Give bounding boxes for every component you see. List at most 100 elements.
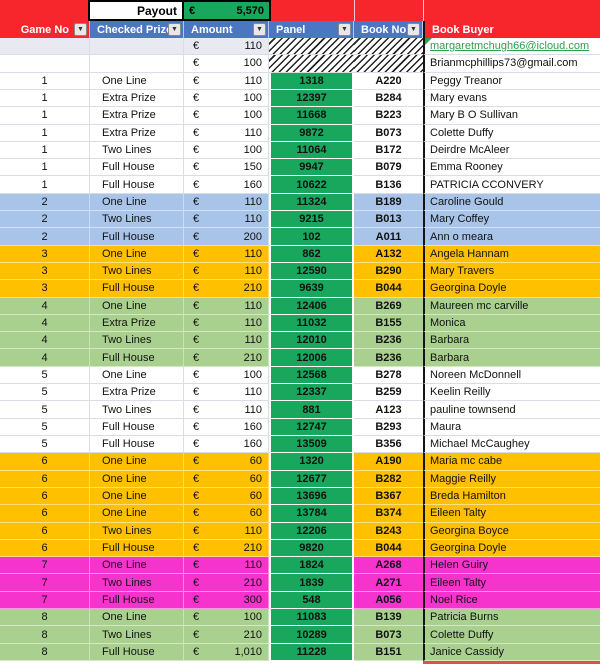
- cell-game-no[interactable]: 5: [0, 366, 90, 385]
- cell-amount[interactable]: €110: [184, 522, 269, 540]
- cell-panel[interactable]: 1839: [269, 574, 354, 592]
- cell-panel[interactable]: 12337: [269, 384, 354, 402]
- cell-amount[interactable]: €160: [184, 418, 269, 437]
- cell-amount[interactable]: €110: [184, 332, 269, 350]
- cell-amount[interactable]: €210: [184, 626, 269, 644]
- filter-button-checked-prize[interactable]: ▼: [168, 23, 181, 36]
- cell-panel[interactable]: 11064: [269, 141, 354, 160]
- cell-amount[interactable]: €110: [184, 557, 269, 575]
- cell-game-no[interactable]: 1: [0, 141, 90, 160]
- cell-book-buyer[interactable]: Maggie Reilly: [423, 470, 600, 488]
- cell-checked-prize[interactable]: Extra Prize: [90, 89, 184, 108]
- cell-panel[interactable]: 1318: [269, 72, 354, 90]
- cell-panel[interactable]: 12590: [269, 262, 354, 281]
- cell-book-no[interactable]: B044: [354, 280, 423, 298]
- cell-checked-prize[interactable]: Two Lines: [90, 141, 184, 160]
- cell-book-buyer[interactable]: Noel Rice: [423, 591, 600, 610]
- cell-checked-prize[interactable]: Two Lines: [90, 211, 184, 229]
- cell-book-no[interactable]: A132: [354, 245, 423, 263]
- cell-game-no[interactable]: 4: [0, 297, 90, 315]
- cell-checked-prize[interactable]: One Line: [90, 505, 184, 523]
- cell-checked-prize[interactable]: One Line: [90, 453, 184, 471]
- cell-book-no[interactable]: A271: [354, 574, 423, 592]
- cell-book-no[interactable]: B136: [354, 176, 423, 194]
- cell-panel[interactable]: 881: [269, 401, 354, 419]
- cell-amount[interactable]: €60: [184, 470, 269, 488]
- cell-book-no[interactable]: B243: [354, 522, 423, 540]
- cell-amount[interactable]: €100: [184, 141, 269, 160]
- cell-amount[interactable]: €110: [184, 384, 269, 402]
- cell-panel[interactable]: 102: [269, 228, 354, 246]
- cell-game-no[interactable]: 2: [0, 193, 90, 212]
- cell-amount[interactable]: €300: [184, 591, 269, 610]
- cell-game-no[interactable]: 6: [0, 470, 90, 488]
- cell-panel[interactable]: 862: [269, 245, 354, 263]
- cell-amount[interactable]: €160: [184, 176, 269, 194]
- cell-amount[interactable]: €150: [184, 159, 269, 177]
- cell-book-buyer[interactable]: Georgina Doyle: [423, 539, 600, 558]
- cell-book-buyer[interactable]: Emma Rooney: [423, 159, 600, 177]
- cell-panel[interactable]: 548: [269, 591, 354, 610]
- cell-amount[interactable]: €100: [184, 366, 269, 385]
- cell-book-no[interactable]: B223: [354, 107, 423, 125]
- cell-panel[interactable]: 1320: [269, 453, 354, 471]
- cell-checked-prize[interactable]: Full House: [90, 349, 184, 367]
- cell-game-no[interactable]: 7: [0, 574, 90, 592]
- cell-checked-prize[interactable]: Two Lines: [90, 401, 184, 419]
- column-header-panel[interactable]: Panel ▼: [269, 21, 354, 38]
- cell-checked-prize[interactable]: One Line: [90, 193, 184, 212]
- cell-book-no[interactable]: A011: [354, 228, 423, 246]
- cell-game-no[interactable]: 4: [0, 332, 90, 350]
- cell-panel[interactable]: 12206: [269, 522, 354, 540]
- cell-checked-prize[interactable]: Two Lines: [90, 574, 184, 592]
- cell-game-no[interactable]: 6: [0, 487, 90, 506]
- cell-amount[interactable]: €160: [184, 436, 269, 454]
- cell-panel[interactable]: 11032: [269, 314, 354, 333]
- cell-amount[interactable]: €100: [184, 55, 269, 73]
- cell-game-no[interactable]: 7: [0, 591, 90, 610]
- cell-game-no[interactable]: 1: [0, 176, 90, 194]
- cell-checked-prize[interactable]: Extra Prize: [90, 107, 184, 125]
- cell-checked-prize[interactable]: Full House: [90, 418, 184, 437]
- cell-amount[interactable]: €210: [184, 574, 269, 592]
- cell-amount[interactable]: €110: [184, 245, 269, 263]
- cell-book-no[interactable]: B151: [354, 643, 423, 661]
- cell-game-no[interactable]: 3: [0, 262, 90, 281]
- column-header-book-buyer[interactable]: Book Buyer: [423, 21, 600, 38]
- cell-book-no[interactable]: B236: [354, 332, 423, 350]
- cell-checked-prize[interactable]: Full House: [90, 280, 184, 298]
- cell-panel[interactable]: 12010: [269, 332, 354, 350]
- cell-checked-prize[interactable]: Full House: [90, 643, 184, 661]
- cell-book-buyer[interactable]: Mary evans: [423, 89, 600, 108]
- cell-book-buyer[interactable]: Maura: [423, 418, 600, 437]
- cell-panel[interactable]: 11668: [269, 107, 354, 125]
- cell-book-buyer[interactable]: Barbara: [423, 332, 600, 350]
- cell-game-no[interactable]: 5: [0, 401, 90, 419]
- cell-panel[interactable]: 12677: [269, 470, 354, 488]
- cell-book-no[interactable]: B284: [354, 89, 423, 108]
- cell-checked-prize[interactable]: One Line: [90, 487, 184, 506]
- cell-game-no[interactable]: 6: [0, 539, 90, 558]
- cell-panel[interactable]: 12006: [269, 349, 354, 367]
- cell-checked-prize[interactable]: Two Lines: [90, 522, 184, 540]
- cell-book-no[interactable]: B269: [354, 297, 423, 315]
- cell-game-no[interactable]: 3: [0, 245, 90, 263]
- cell-checked-prize[interactable]: [90, 55, 184, 73]
- cell-amount[interactable]: €110: [184, 124, 269, 142]
- cell-book-buyer[interactable]: Mary Travers: [423, 262, 600, 281]
- payout-value-cell[interactable]: € 5,570: [182, 2, 269, 19]
- cell-game-no[interactable]: 2: [0, 211, 90, 229]
- cell-game-no[interactable]: 5: [0, 436, 90, 454]
- cell-panel[interactable]: 9947: [269, 159, 354, 177]
- cell-book-buyer[interactable]: Mary Coffey: [423, 211, 600, 229]
- cell-checked-prize[interactable]: Full House: [90, 591, 184, 610]
- cell-game-no[interactable]: 7: [0, 557, 90, 575]
- cell-game-no[interactable]: 1: [0, 72, 90, 90]
- cell-game-no[interactable]: 3: [0, 280, 90, 298]
- filter-button-panel[interactable]: ▼: [338, 23, 351, 36]
- cell-book-buyer[interactable]: Breda Hamilton: [423, 487, 600, 506]
- cell-book-buyer[interactable]: Noreen McDonnell: [423, 366, 600, 385]
- cell-amount[interactable]: €110: [184, 72, 269, 90]
- cell-game-no[interactable]: 8: [0, 626, 90, 644]
- cell-game-no[interactable]: 4: [0, 349, 90, 367]
